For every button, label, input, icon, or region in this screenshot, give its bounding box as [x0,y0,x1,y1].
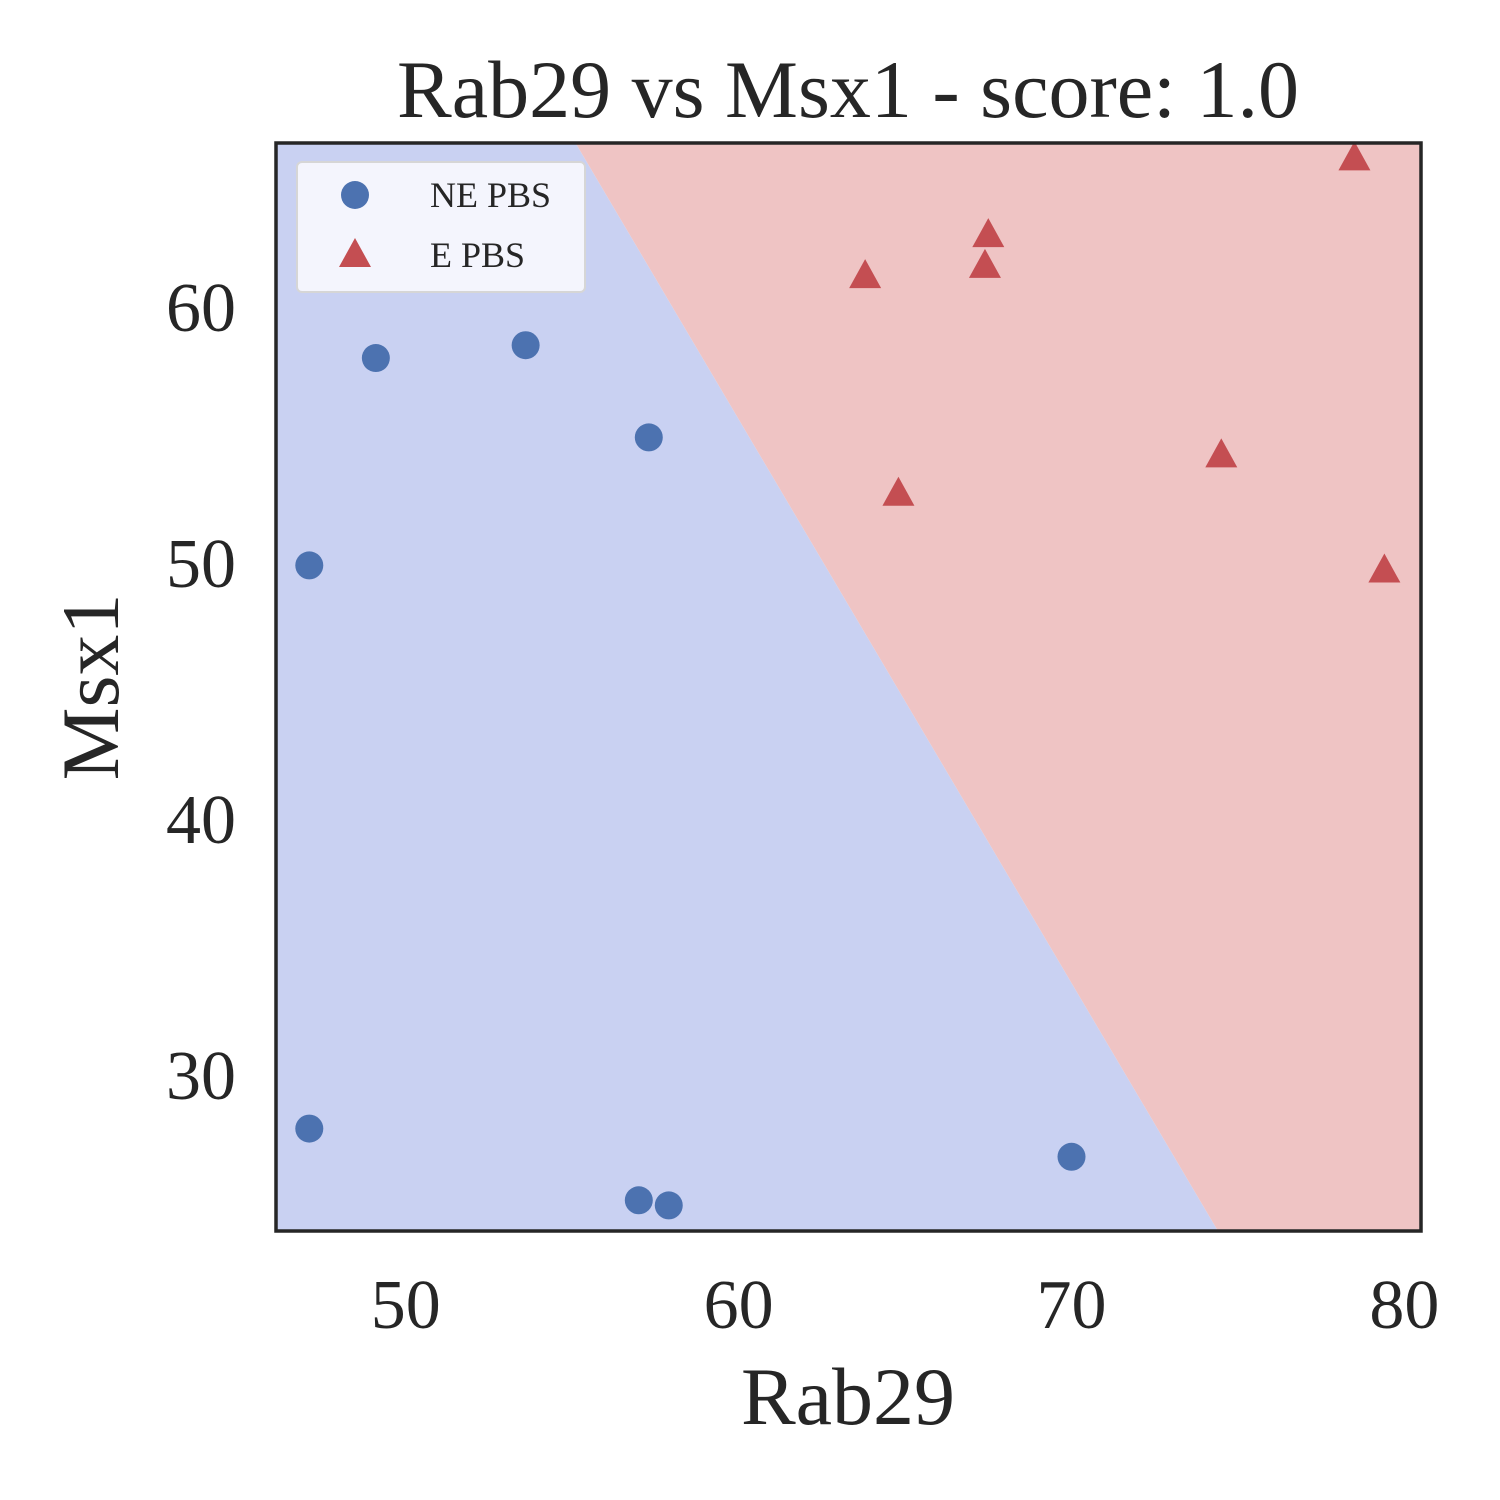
point-ne-pbs [654,1191,683,1220]
point-e-pbs [972,218,1005,248]
points-layer [295,141,1401,1220]
x-axis-label: Rab29 [741,1351,955,1442]
x-tick-label: 60 [704,1267,774,1344]
point-ne-pbs [511,331,540,360]
region-ne-pbs [276,143,1218,1231]
legend-label-ne-pbs: NE PBS [430,175,551,215]
y-tick-label: 50 [166,526,236,603]
x-ticks: 50 60 70 80 [371,1267,1440,1344]
y-axis-label: Msx1 [45,594,136,781]
point-ne-pbs [634,423,663,452]
point-ne-pbs [295,551,324,580]
point-ne-pbs [295,1114,324,1143]
legend-box [296,161,586,293]
legend-marker-ne-pbs [341,181,369,209]
legend: NE PBS E PBS [296,161,586,293]
x-tick-label: 70 [1037,1267,1107,1344]
legend-label-e-pbs: E PBS [430,235,525,275]
point-e-pbs [968,248,1001,278]
x-tick-label: 80 [1369,1267,1439,1344]
point-e-pbs [882,476,915,506]
point-ne-pbs [624,1186,653,1215]
point-e-pbs [849,259,882,289]
point-e-pbs [1205,438,1238,468]
x-tick-label: 50 [371,1267,441,1344]
regions-layer [276,143,1421,1231]
chart-title: Rab29 vs Msx1 - score: 1.0 [397,44,1299,135]
y-tick-label: 60 [166,270,236,347]
region-e-pbs [575,143,1421,1231]
legend-marker-e-pbs [339,238,371,267]
y-ticks: 30 40 50 60 [166,270,236,1115]
y-tick-label: 30 [166,1038,236,1115]
point-ne-pbs [361,344,390,373]
plot-frame [274,141,1423,1233]
point-e-pbs [1368,553,1401,583]
point-ne-pbs [1057,1142,1086,1171]
y-tick-label: 40 [166,782,236,859]
point-e-pbs [1338,141,1371,171]
